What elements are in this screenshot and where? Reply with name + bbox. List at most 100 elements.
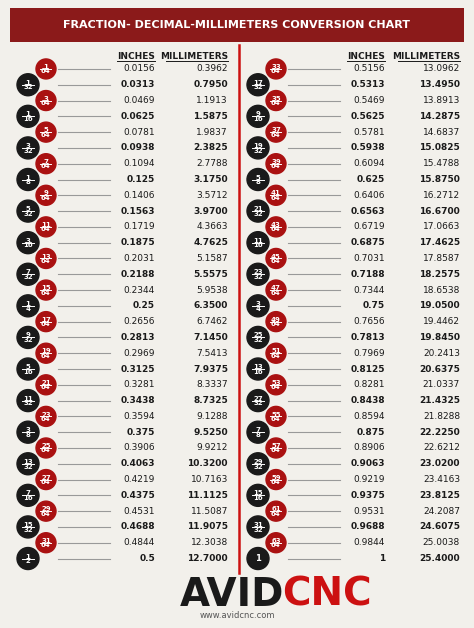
Text: 0.8906: 0.8906: [354, 443, 385, 453]
Circle shape: [36, 375, 56, 395]
Text: 57: 57: [271, 443, 281, 449]
Text: 64: 64: [271, 163, 281, 169]
Circle shape: [36, 280, 56, 300]
Text: 11.1125: 11.1125: [187, 491, 228, 500]
Text: 0.6563: 0.6563: [350, 207, 385, 215]
Text: 2.7788: 2.7788: [197, 160, 228, 168]
Circle shape: [266, 375, 286, 395]
Text: 32: 32: [253, 274, 263, 280]
Circle shape: [36, 90, 56, 111]
Text: 64: 64: [41, 448, 51, 453]
Text: 0.5313: 0.5313: [350, 80, 385, 89]
Text: 64: 64: [41, 511, 51, 517]
Text: 1.1913: 1.1913: [196, 96, 228, 105]
Text: 64: 64: [271, 542, 281, 548]
Circle shape: [247, 453, 269, 475]
Text: 7: 7: [44, 159, 48, 165]
Text: 8.3337: 8.3337: [196, 381, 228, 389]
Text: 16: 16: [23, 242, 33, 249]
Text: 31: 31: [41, 538, 51, 544]
Text: 32: 32: [23, 400, 33, 406]
Circle shape: [17, 327, 39, 349]
Circle shape: [247, 137, 269, 159]
Text: 0.1094: 0.1094: [124, 160, 155, 168]
Text: 15.8750: 15.8750: [419, 175, 460, 184]
Circle shape: [17, 200, 39, 222]
Text: 0.3594: 0.3594: [124, 412, 155, 421]
Circle shape: [36, 438, 56, 458]
Text: 1: 1: [379, 554, 385, 563]
FancyBboxPatch shape: [10, 8, 464, 42]
Text: 23.0200: 23.0200: [419, 459, 460, 468]
Circle shape: [247, 232, 269, 254]
Text: 64: 64: [271, 384, 281, 391]
Text: 0.5781: 0.5781: [354, 127, 385, 137]
Text: 9: 9: [26, 332, 30, 338]
Text: 32: 32: [253, 400, 263, 406]
Text: 17.4625: 17.4625: [419, 238, 460, 247]
Text: 0.6719: 0.6719: [354, 222, 385, 231]
Text: 3: 3: [26, 143, 30, 149]
Text: 5.1587: 5.1587: [196, 254, 228, 263]
Text: 13.8913: 13.8913: [423, 96, 460, 105]
Text: 0.6875: 0.6875: [350, 238, 385, 247]
Text: 63: 63: [271, 538, 281, 544]
Text: 16: 16: [253, 495, 263, 501]
Text: 11.5087: 11.5087: [191, 507, 228, 516]
Text: 9.1288: 9.1288: [197, 412, 228, 421]
Text: 61: 61: [271, 506, 281, 512]
Circle shape: [17, 263, 39, 285]
Text: 11: 11: [41, 222, 51, 228]
Text: 3: 3: [255, 301, 260, 307]
Text: 32: 32: [23, 211, 33, 217]
Text: 64: 64: [41, 100, 51, 106]
Circle shape: [36, 59, 56, 79]
Text: 5: 5: [44, 127, 48, 133]
Text: 9: 9: [44, 190, 48, 197]
Text: 41: 41: [271, 190, 281, 197]
Text: 25: 25: [41, 443, 51, 449]
Text: 53: 53: [271, 380, 281, 386]
Text: 1: 1: [26, 175, 30, 180]
Circle shape: [17, 548, 39, 570]
Circle shape: [247, 295, 269, 317]
Text: 33: 33: [271, 64, 281, 70]
Circle shape: [17, 358, 39, 380]
Text: 1: 1: [255, 554, 261, 563]
Text: 64: 64: [41, 226, 51, 232]
Text: 18.2575: 18.2575: [419, 270, 460, 279]
Text: 17.0663: 17.0663: [423, 222, 460, 231]
Text: 32: 32: [253, 211, 263, 217]
Text: FRACTION- DECIMAL-MILLIMETERS CONVERSION CHART: FRACTION- DECIMAL-MILLIMETERS CONVERSION…: [64, 20, 410, 30]
Text: 1: 1: [26, 111, 30, 117]
Text: 23: 23: [253, 269, 263, 275]
Text: 25.4000: 25.4000: [419, 554, 460, 563]
Text: 0.7344: 0.7344: [354, 286, 385, 295]
Text: 0.4844: 0.4844: [124, 538, 155, 547]
Text: 1: 1: [26, 553, 30, 560]
Text: 0.9063: 0.9063: [350, 459, 385, 468]
Text: 29: 29: [41, 506, 51, 512]
Text: 59: 59: [271, 475, 281, 481]
Text: 16.2712: 16.2712: [423, 191, 460, 200]
Text: 64: 64: [41, 416, 51, 422]
Text: 4: 4: [26, 306, 30, 311]
Text: 32: 32: [253, 527, 263, 533]
Circle shape: [247, 358, 269, 380]
Circle shape: [266, 90, 286, 111]
Text: 0.8438: 0.8438: [350, 396, 385, 405]
Text: 0.7031: 0.7031: [354, 254, 385, 263]
Text: 7.9375: 7.9375: [193, 364, 228, 374]
Circle shape: [36, 344, 56, 363]
Circle shape: [17, 137, 39, 159]
Circle shape: [247, 484, 269, 506]
Circle shape: [17, 73, 39, 95]
Text: 15: 15: [41, 285, 51, 291]
Text: 64: 64: [271, 290, 281, 296]
Text: 18.6538: 18.6538: [423, 286, 460, 295]
Circle shape: [266, 344, 286, 363]
Text: 0.1563: 0.1563: [120, 207, 155, 215]
Circle shape: [36, 217, 56, 237]
Text: 0.9844: 0.9844: [354, 538, 385, 547]
Text: 0.2031: 0.2031: [124, 254, 155, 263]
